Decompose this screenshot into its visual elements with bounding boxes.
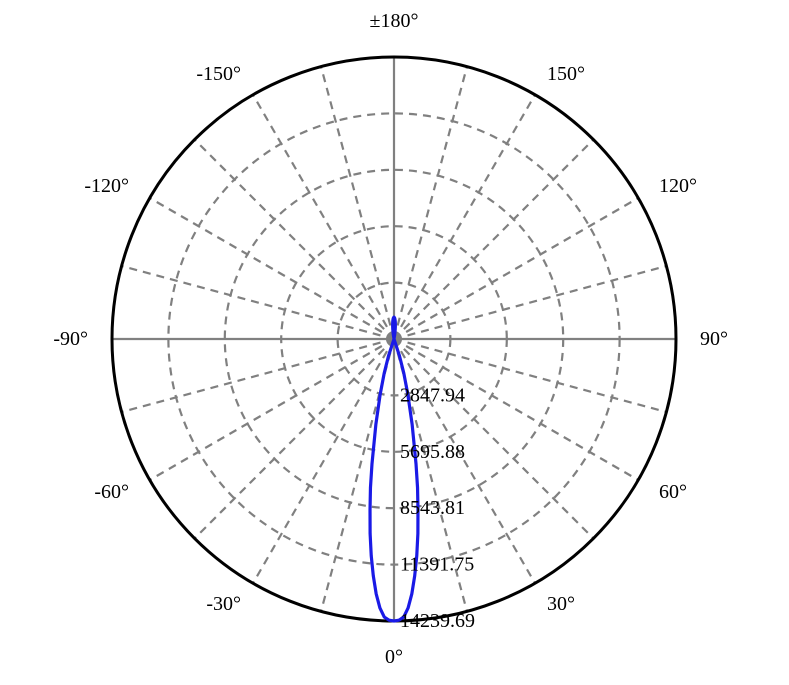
angle-label: 150° (547, 63, 585, 85)
angle-label: -120° (84, 175, 129, 197)
angle-label: -90° (53, 328, 88, 350)
angle-label: 120° (659, 175, 697, 197)
angle-label: 30° (547, 593, 575, 615)
radial-tick-label: 2847.94 (400, 384, 465, 406)
radial-tick-label: 14239.69 (400, 610, 475, 632)
radial-tick-label: 5695.88 (400, 441, 465, 463)
angle-label: 90° (700, 328, 728, 350)
angle-label: 60° (659, 481, 687, 503)
angle-label: -150° (196, 63, 241, 85)
angle-label: -30° (206, 593, 241, 615)
polar-chart: 2847.94 5695.88 8543.81 11391.75 14239.69 ±18… (0, 0, 789, 685)
angle-label: -60° (94, 481, 129, 503)
radial-tick-label: 11391.75 (400, 554, 474, 576)
radial-tick-label: 8543.81 (400, 497, 465, 519)
angle-label: ±180° (370, 10, 419, 32)
angle-label: 0° (385, 646, 403, 668)
